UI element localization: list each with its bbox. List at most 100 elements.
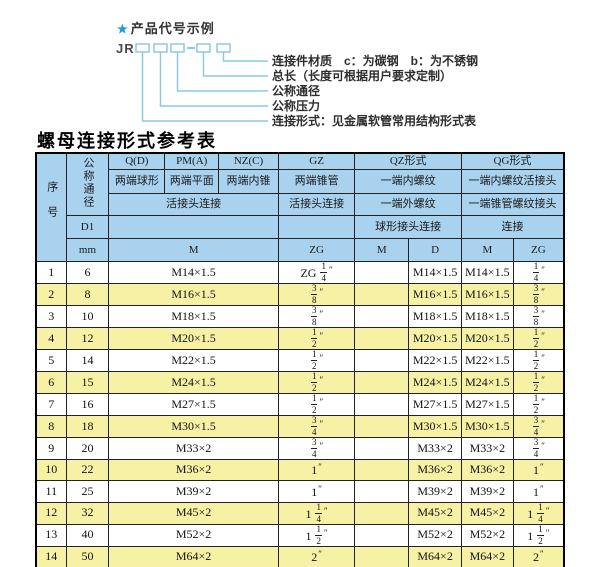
- cell-qg-m: M20×1.5: [461, 327, 514, 350]
- cell-qz-m: [354, 480, 410, 503]
- table-row: 3 10 M18×1.5 3 8 ″ M18×1.5 M18×1.5 3 8 ″: [35, 305, 565, 328]
- inch-mark: ″: [318, 549, 322, 560]
- cell-zg: 3 8 ″: [277, 283, 356, 306]
- cell-qg-m: M52×2: [461, 523, 514, 547]
- leader-line: [202, 52, 268, 77]
- cell-qz-m: [354, 349, 410, 372]
- header-group-pma: PM(A): [164, 152, 220, 170]
- inch-mark: ″: [319, 353, 324, 363]
- cell-qz-d: M33×2: [408, 437, 462, 460]
- header-group-qz: QZ形式: [354, 152, 462, 170]
- cell-m: M45×2: [108, 501, 279, 525]
- cell-dn: 16: [65, 393, 110, 416]
- code-diagram-lines: [135, 43, 268, 122]
- cell-qg-m: M30×1.5: [461, 415, 514, 438]
- header-sub: 一端锥管螺纹接头: [461, 193, 565, 216]
- table-row: 7 16 M27×1.5 1 2 ″ M27×1.5 M27×1.5 1 2 ″: [35, 393, 565, 416]
- inch-mark: ″: [323, 527, 328, 538]
- code-box: [153, 43, 168, 53]
- cell-qz-d: M18×1.5: [408, 305, 462, 328]
- inch-mark: ″: [319, 331, 324, 341]
- cell-dn: 12: [65, 327, 110, 350]
- cell-qz-d: M14×1.5: [408, 261, 462, 284]
- label-material: 连接件材质 c：为碳钢 b：为不锈钢: [272, 54, 479, 68]
- header-unit-d: D: [408, 238, 462, 262]
- cell-seq: 10: [35, 458, 67, 482]
- table-row: 1 6 M14×1.5 ZG 1 4 ″ M14×1.5 M14×1.5 1 4 ″: [35, 261, 565, 284]
- header-sub: 两端锥管: [277, 169, 356, 194]
- cell-dn: 18: [65, 415, 110, 438]
- header-group-qg: QG形式: [461, 152, 565, 170]
- cell-seq: 2: [35, 283, 67, 306]
- cell-dn: 22: [65, 458, 110, 482]
- cell-m: M36×2: [108, 458, 279, 482]
- table-body: 1 6 M14×1.5 ZG 1 4 ″ M14×1.5 M14×1.5 1 4 ″ 2 8 M16×1.…: [35, 261, 565, 567]
- inch-mark: ″: [541, 397, 545, 407]
- cell-m: M27×1.5: [108, 393, 279, 416]
- cell-qg-zg: 3 8 ″: [512, 305, 565, 328]
- cell-qg-zg: 1 1 4 ″: [512, 501, 565, 525]
- inch-mark: ″: [541, 331, 545, 341]
- cell-dn: 6: [65, 261, 110, 284]
- header-sub: 一端外螺纹: [354, 193, 462, 216]
- cell-qz-d: M45×2: [408, 501, 462, 525]
- inch-mark: ″: [541, 287, 545, 297]
- inch-mark: ″: [545, 527, 550, 538]
- header-group-gz: GZ: [277, 152, 356, 170]
- header-unit-m: M: [108, 238, 279, 262]
- cell-qz-m: [354, 523, 410, 547]
- table-row: 2 8 M16×1.5 3 8 ″ M16×1.5 M16×1.5 3 8 ″: [35, 283, 565, 306]
- cell-seq: 8: [35, 415, 67, 438]
- cell-qg-m: M27×1.5: [461, 393, 514, 416]
- cell-qg-zg: 1 2 ″: [512, 393, 565, 416]
- cell-seq: 3: [35, 305, 67, 328]
- inch-mark: ″: [319, 309, 324, 319]
- cell-qg-m: M14×1.5: [461, 261, 514, 284]
- cell-qz-m: [354, 437, 410, 460]
- header-unit-m: M: [461, 238, 514, 262]
- inch-mark: ″: [318, 462, 322, 473]
- cell-seq: 12: [35, 501, 67, 525]
- inch-mark: ″: [319, 287, 324, 297]
- table-row: 8 18 M30×1.5 3 4 ″ M30×1.5 M30×1.5 3 4 ″: [35, 415, 565, 438]
- cell-seq: 4: [35, 327, 67, 350]
- cell-m: M24×1.5: [108, 371, 279, 394]
- cell-qg-m: M45×2: [461, 501, 514, 525]
- cell-qg-zg: 1″: [512, 458, 565, 482]
- code-box: [135, 43, 150, 53]
- header-sub: 活接头连接: [277, 193, 356, 216]
- table-row: 5 14 M22×1.5 1 2 ″ M22×1.5 M22×1.5 1 2 ″: [35, 349, 565, 372]
- table-row: 13 40 M52×2 1 1 2 ″ M52×2 M52×2 1 1 2 ″: [35, 523, 565, 547]
- cell-qz-d: M22×1.5: [408, 349, 462, 372]
- cell-qz-d: M20×1.5: [408, 327, 462, 350]
- cell-seq: 1: [35, 261, 67, 284]
- cell-qz-m: [354, 501, 410, 525]
- inch-mark: ″: [541, 309, 545, 319]
- inch-mark: ″: [541, 441, 545, 451]
- cell-qz-m: [354, 458, 410, 482]
- code-box: [196, 43, 211, 53]
- cell-dn: 25: [65, 480, 110, 503]
- header-sub: 两端内锥: [218, 169, 279, 194]
- cell-qz-m: [354, 283, 410, 306]
- cell-zg: 1″: [277, 458, 356, 482]
- cell-qg-m: M64×2: [461, 545, 514, 567]
- inch-mark: ″: [539, 462, 544, 473]
- cell-seq: 5: [35, 349, 67, 372]
- leader-line: [141, 52, 268, 122]
- cell-dn: 14: [65, 349, 110, 372]
- diagram-heading-text: 产品代号示例: [130, 21, 215, 36]
- cell-seq: 6: [35, 371, 67, 394]
